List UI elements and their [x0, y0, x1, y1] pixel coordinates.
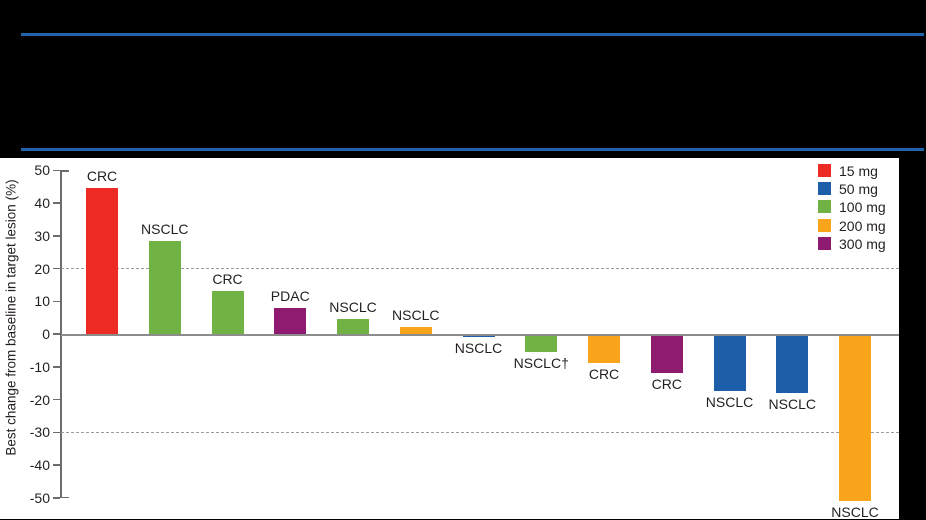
y-tick-mark	[53, 169, 60, 171]
y-tick-mark	[53, 267, 60, 270]
legend-item: 300 mg	[818, 235, 898, 253]
legend-label: 200 mg	[839, 217, 886, 234]
banner-rule-bottom	[21, 148, 924, 151]
y-tick-label: -30	[29, 424, 50, 441]
y-tick-mark	[53, 464, 60, 466]
bar	[148, 240, 181, 334]
bar-label: CRC	[212, 271, 243, 288]
bar-label: PDAC	[270, 287, 310, 304]
bar-label: NSCLC	[705, 394, 754, 411]
bar-label: CRC	[86, 168, 118, 185]
legend: 15 mg 50 mg 100 mg 200 mg 300 mg	[818, 162, 898, 253]
bar	[462, 334, 495, 338]
bar-label: NSCLC	[141, 220, 189, 237]
legend-swatch	[818, 182, 831, 196]
bar	[588, 334, 620, 364]
legend-swatch	[818, 200, 831, 214]
y-tick-mark	[53, 235, 60, 237]
y-tick-label: -20	[29, 391, 50, 408]
bar-label: NSCLC	[768, 395, 816, 412]
legend-label: 15 mg	[839, 163, 878, 179]
bar	[399, 327, 432, 334]
bar-label: NSCLC	[454, 340, 503, 357]
y-tick-label: 20	[34, 260, 50, 277]
bar	[86, 188, 118, 334]
legend-swatch	[818, 218, 831, 232]
y-tick-mark	[53, 333, 60, 335]
chart-panel: Best change from baseline in target lesi…	[0, 158, 899, 520]
legend-item: 50 mg	[818, 180, 898, 198]
bar-label: NSCLC	[831, 504, 879, 520]
legend-item: 100 mg	[818, 198, 898, 216]
y-tick-mark	[53, 202, 60, 204]
y-tick-mark	[53, 366, 60, 368]
bar	[776, 334, 809, 393]
legend-label: 50 mg	[839, 181, 878, 198]
legend-swatch	[818, 236, 831, 250]
bar-label: CRC	[651, 376, 682, 393]
legend-swatch	[818, 164, 831, 177]
reference-line	[61, 267, 899, 269]
y-tick-label: 10	[34, 293, 50, 310]
bar	[713, 334, 746, 392]
y-tick-label: -50	[29, 489, 50, 506]
bar-label: CRC	[588, 366, 620, 383]
y-tick-mark	[53, 398, 60, 401]
y-tick-label: -40	[29, 457, 50, 473]
banner-rule-top	[21, 33, 924, 36]
bar-label: NSCLC	[329, 299, 377, 316]
bar	[274, 307, 307, 334]
y-tick-label: -10	[29, 358, 50, 375]
y-tick-label: 30	[34, 227, 50, 244]
legend-item: 200 mg	[818, 217, 898, 235]
bar	[337, 319, 369, 334]
y-tick-label: 50	[34, 162, 50, 179]
y-tick-label: 40	[34, 195, 50, 211]
bar-label: NSCLC†	[513, 355, 569, 371]
zero-line	[61, 334, 899, 336]
legend-item: 15 mg	[818, 162, 898, 180]
y-axis-bottom-cap	[60, 496, 69, 498]
bar	[650, 334, 683, 374]
y-tick-label: 0	[42, 326, 50, 342]
legend-label: 100 mg	[839, 199, 886, 216]
y-tick-mark	[53, 431, 60, 433]
y-tick-mark	[53, 300, 60, 302]
bar	[839, 334, 871, 502]
bar	[211, 291, 244, 334]
reference-line	[61, 431, 899, 433]
legend-label: 300 mg	[839, 235, 886, 252]
y-axis-top-cap	[60, 170, 69, 172]
top-banner	[0, 0, 926, 158]
y-axis-line	[60, 170, 62, 498]
y-tick-mark	[53, 497, 60, 499]
bar-label: NSCLC	[392, 307, 440, 324]
bar	[525, 334, 558, 352]
